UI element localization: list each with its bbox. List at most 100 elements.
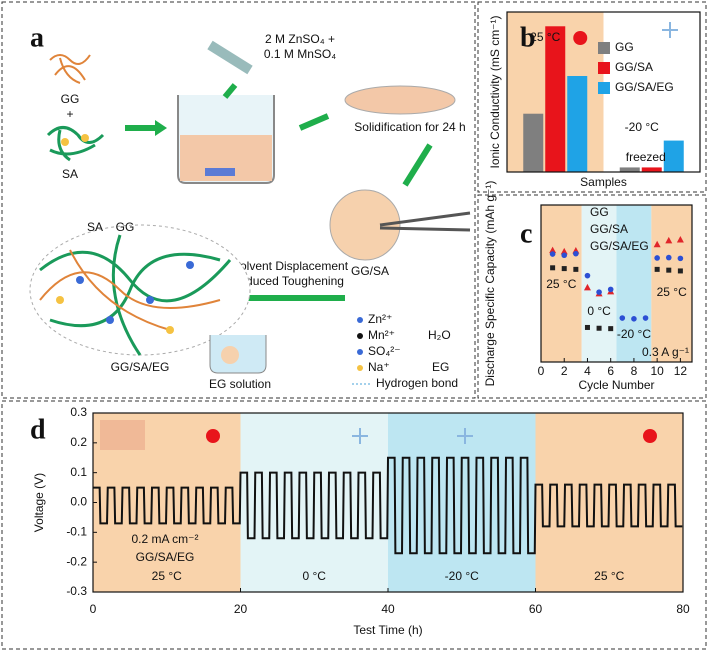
plot-frame [540, 204, 693, 363]
sun-icon [206, 429, 220, 443]
y-axis-label: Discharge Specific Capacity (mAh g⁻¹) [483, 181, 497, 387]
point [665, 236, 673, 244]
product-label: GG/SA/EG [111, 360, 170, 374]
bar [619, 167, 640, 172]
diagram-a: a GG + SA 2 M ZnSO₄ + 0.1 M MnSO₄ Solidi… [29, 22, 471, 391]
tweezers [379, 211, 471, 232]
texture [100, 420, 145, 450]
point [654, 266, 660, 272]
x-tick-label: 80 [676, 602, 690, 616]
x-tick-label: 4 [584, 364, 591, 378]
region-label: 0 °C [303, 569, 327, 583]
na-dot [61, 138, 69, 146]
point [584, 272, 591, 279]
point [584, 324, 590, 330]
network-label: GG [116, 220, 135, 234]
point [596, 325, 602, 331]
region [581, 205, 617, 362]
legend-item: Zn²⁺ [368, 312, 392, 326]
region-label: -20 °C [617, 327, 651, 341]
bar [567, 76, 588, 172]
x-tick-label: 12 [674, 364, 688, 378]
tube [207, 40, 253, 75]
gg-sa-label: GG/SA [351, 264, 389, 278]
bar [641, 167, 662, 172]
snowflake-icon [662, 22, 678, 38]
legend-item: H₂O [428, 328, 451, 342]
point [549, 246, 557, 254]
point [666, 267, 672, 273]
legend-item: Hydrogen bond [376, 376, 458, 390]
legend-swatch [598, 42, 610, 54]
step1: Solidification for 24 h [354, 120, 465, 134]
network [39, 234, 232, 356]
legend-item: Mn²⁺ [368, 328, 395, 342]
network [39, 249, 221, 331]
arrow [222, 83, 238, 99]
gel-in-bath [221, 346, 239, 364]
y-tick-label: -0.3 [66, 584, 87, 598]
legend-label: GG [615, 40, 634, 54]
point [608, 326, 614, 332]
arrow-head [155, 120, 167, 136]
legend-label: GG [590, 205, 609, 219]
point [653, 240, 661, 248]
y-tick-label: 0.0 [70, 495, 87, 509]
stirrer [205, 168, 235, 176]
point [607, 286, 614, 293]
legend-label: GG/SA/EG [615, 80, 674, 94]
sun-icon [573, 31, 588, 45]
point [561, 266, 567, 272]
x-tick-label: 0 [538, 364, 545, 378]
x-tick-label: 2 [561, 364, 568, 378]
na-ions [56, 296, 174, 334]
panel-letter: b [520, 22, 536, 53]
na-dot [81, 134, 89, 142]
annotation: GG/SA/EG [136, 550, 195, 564]
plus: + [66, 107, 73, 121]
bar [523, 113, 544, 172]
sa-label: SA [62, 167, 78, 181]
point [665, 254, 672, 261]
point [560, 247, 568, 255]
reagent: 2 M ZnSO₄ + [265, 32, 335, 46]
annotation: freezed [626, 150, 666, 164]
point [642, 315, 649, 321]
x-tick-label: 10 [650, 364, 664, 378]
x-tick-label: 20 [234, 602, 248, 616]
region-label: -20 °C [445, 569, 479, 583]
diagram-legend: Zn²⁺ Mn²⁺ SO₄²⁻ Na⁺ H₂O EG Hydrogen bond [352, 312, 458, 390]
point [549, 251, 556, 257]
x-tick-label: 0 [90, 602, 97, 616]
y-axis-label: Ionic Conductivity (mS cm⁻¹) [488, 15, 502, 168]
point [654, 255, 660, 261]
gel-disc [329, 189, 401, 261]
region [651, 205, 692, 362]
point [676, 236, 684, 243]
point [677, 255, 684, 262]
group-label: -20 °C [625, 120, 659, 134]
bar [545, 26, 566, 172]
x-axis-label: Samples [580, 175, 627, 189]
step2: Induced Toughening [236, 274, 344, 288]
region-label: 25 °C [594, 569, 624, 583]
snowflake-icon [457, 428, 473, 444]
snowflake-icon [352, 428, 368, 444]
bar [663, 140, 684, 172]
panel-letter: c [520, 218, 532, 249]
annotation: 0.2 mA cm⁻² [131, 532, 198, 546]
region-label: 25 °C [657, 285, 687, 299]
plot-frame [506, 11, 701, 173]
x-tick-label: 60 [529, 602, 543, 616]
panel-letter: d [30, 414, 46, 445]
legend-item: SO₄²⁻ [368, 344, 401, 358]
point [573, 266, 579, 272]
network-label: SA [87, 220, 103, 234]
point [583, 283, 591, 291]
x-axis-label: Test Time (h) [353, 623, 422, 637]
region-label: 25 °C [546, 277, 576, 291]
point [550, 265, 556, 271]
step2: Solvent Displacement [232, 259, 349, 273]
point [561, 252, 568, 259]
